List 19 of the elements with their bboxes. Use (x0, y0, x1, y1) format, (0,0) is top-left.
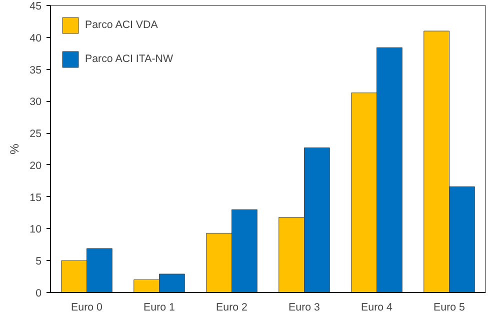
x-tick-label: Euro 0 (71, 302, 103, 314)
y-tick-label: 45 (30, 0, 42, 12)
y-tick-label: 20 (30, 160, 42, 172)
y-tick-label: 0 (36, 288, 42, 300)
x-tick-label: Euro 3 (288, 302, 320, 314)
legend-label: Parco ACI VDA (85, 19, 158, 31)
y-tick-label: 15 (30, 192, 42, 204)
x-tick-label: Euro 5 (434, 302, 466, 314)
y-tick-label: 10 (30, 224, 42, 236)
y-tick-label: 35 (30, 64, 42, 76)
x-tick-label: Euro 2 (216, 302, 248, 314)
x-tick-label: Euro 4 (361, 302, 393, 314)
y-tick-label: 5 (36, 256, 42, 268)
y-tick-label: 25 (30, 128, 42, 140)
legend-label: Parco ACI ITA-NW (85, 53, 174, 65)
y-axis-title: % (8, 143, 22, 154)
x-tick-label: Euro 1 (144, 302, 176, 314)
y-tick-label: 30 (30, 96, 42, 108)
y-tick-label: 40 (30, 32, 42, 44)
